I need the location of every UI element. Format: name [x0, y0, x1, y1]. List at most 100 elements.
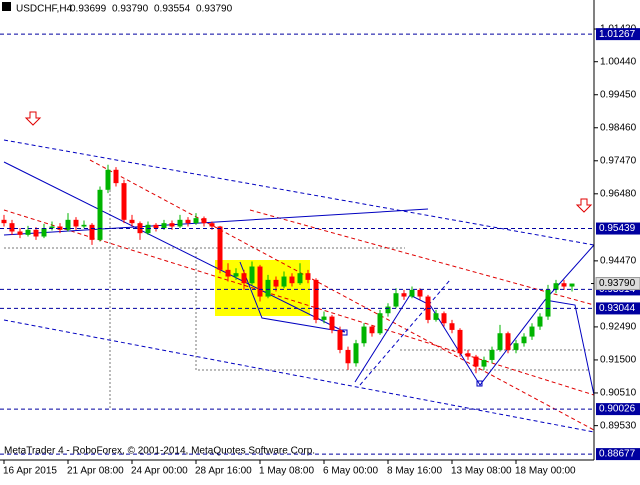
candle-body [321, 316, 327, 320]
candle-body [65, 219, 71, 230]
candle-body [49, 226, 55, 229]
candle-body [521, 336, 527, 344]
candle-body [17, 231, 23, 235]
candle-body [273, 279, 279, 287]
level-label-box [596, 222, 640, 235]
wave-line [239, 261, 346, 333]
x-tick-label: 13 May 08:00 [451, 466, 512, 477]
y-tick-label: 0.96480 [600, 188, 637, 199]
x-tick-label: 6 May 00:00 [323, 466, 378, 477]
candle-body [1, 219, 7, 224]
trend-line [3, 161, 346, 333]
candle-body [265, 279, 271, 297]
candle-body [441, 313, 447, 324]
candle-body [289, 276, 295, 284]
candle-body [121, 183, 127, 220]
candle-body [569, 283, 575, 287]
candle-body [217, 226, 223, 270]
y-tick-label: 0.97470 [600, 155, 637, 166]
wave-marker [476, 380, 483, 387]
candle-body [161, 223, 167, 229]
candle-body [233, 273, 239, 277]
level-label-box [596, 403, 640, 416]
candle-body [305, 273, 311, 280]
channel-line [249, 209, 595, 306]
y-tick-label: 0.99450 [600, 89, 637, 100]
candle-body [225, 269, 231, 277]
candle-body [41, 228, 47, 237]
level-label: 0.95439 [599, 223, 636, 234]
candle-body [185, 219, 191, 224]
candle-body [281, 276, 287, 287]
candle-body [25, 229, 31, 235]
header-high: 0.93790 [112, 4, 149, 15]
wave-line [354, 244, 595, 386]
x-tick-label: 21 Apr 08:00 [67, 466, 124, 477]
candle-body [257, 266, 263, 297]
candle-body [489, 349, 495, 360]
x-tick-label: 28 Apr 16:00 [195, 466, 252, 477]
level-label-box [596, 28, 640, 41]
candle-body [545, 289, 551, 317]
candle-body [481, 359, 487, 367]
candle-body [97, 189, 103, 240]
menu-icon[interactable] [2, 2, 11, 11]
y-tick-label: 1.00440 [600, 56, 637, 67]
candle-body [505, 333, 511, 350]
candle-body [73, 219, 79, 227]
candle-body [385, 306, 391, 314]
candle-body [153, 224, 159, 229]
candle-body [553, 283, 559, 290]
level-label-box [596, 448, 640, 461]
candle-body [9, 223, 15, 232]
candle-body [449, 323, 455, 330]
y-tick-label: 0.94470 [600, 255, 637, 266]
level-label: 0.88677 [599, 449, 636, 460]
y-tick-label: 0.91500 [600, 355, 637, 366]
candle-body [201, 218, 207, 224]
candle-body [561, 283, 567, 287]
wave-line [359, 279, 451, 386]
level-label: 0.93044 [599, 303, 636, 314]
candle-body [465, 353, 471, 357]
candle-body [81, 224, 87, 227]
candle-body [33, 229, 39, 237]
candle-body [241, 273, 247, 284]
candle-body [193, 218, 199, 224]
x-tick-label: 16 Apr 2015 [3, 466, 57, 477]
candle-body [337, 329, 343, 350]
candle-body [369, 326, 375, 334]
level-label: 0.90026 [599, 404, 636, 415]
arrow-down [575, 198, 593, 213]
candle-body [529, 326, 535, 337]
candle-body [313, 279, 319, 320]
header-close: 0.93790 [196, 4, 233, 15]
y-tick-label: 0.89530 [600, 420, 637, 431]
level-label: 1.01267 [599, 29, 636, 40]
channel-line [3, 139, 595, 246]
x-tick-label: 24 Apr 00:00 [131, 466, 188, 477]
candle-body [169, 223, 175, 227]
header-symbol: USDCHF,H4 [16, 4, 73, 15]
candle-body [297, 273, 303, 284]
channel-line [3, 209, 595, 396]
candle-body [513, 343, 519, 350]
last-price-label: 0.93790 [599, 278, 636, 289]
trend-line [3, 208, 429, 236]
level-label-box [596, 302, 640, 315]
header-open: 0.93699 [70, 4, 107, 15]
candle-body [473, 356, 479, 367]
candle-body [433, 313, 439, 320]
channel-line [3, 319, 595, 433]
candle-body [361, 326, 367, 344]
header-low: 0.93554 [154, 4, 191, 15]
wave-line [544, 299, 595, 396]
candle-body [537, 316, 543, 327]
candle-body [497, 333, 503, 350]
candle-body [353, 343, 359, 364]
candle-body [401, 293, 407, 297]
candle-body [345, 349, 351, 364]
footer: MetaTrader 4 - RoboForex, © 2001-2014, M… [4, 446, 315, 457]
